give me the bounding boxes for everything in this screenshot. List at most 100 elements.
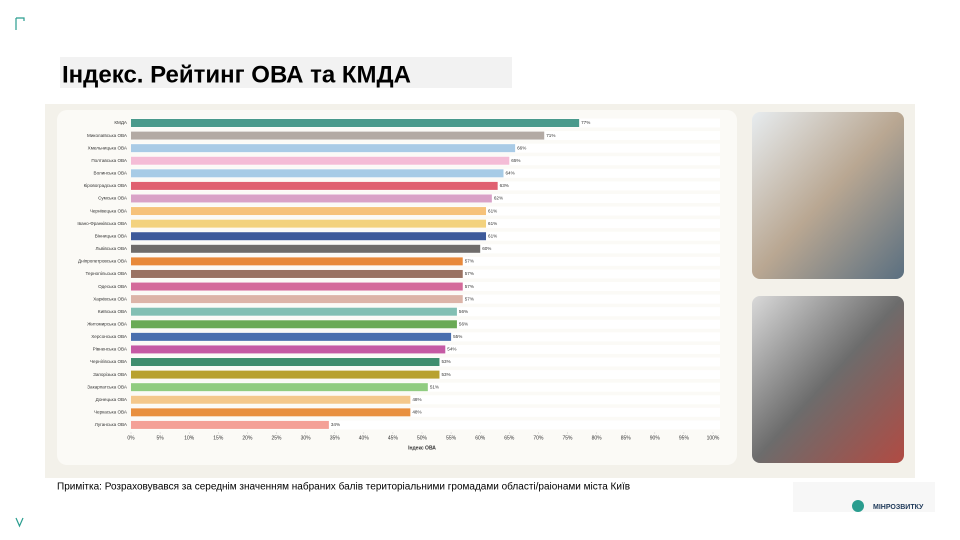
x-tick-label: 85% [621,435,632,441]
category-label: Івано-Франківська ОВА [77,221,128,226]
category-label: Вінницька ОВА [95,233,128,238]
bar [131,295,463,304]
value-label: 48% [412,410,421,415]
bar [131,219,487,228]
photo [752,296,904,463]
category-label: Одеська ОВА [98,284,128,289]
x-tick-label: 50% [417,435,428,441]
value-label: 62% [494,196,503,201]
logo-icon [852,500,864,512]
category-label: Полтавська ОВА [91,158,128,163]
x-tick-label: 75% [562,435,573,441]
logo-box [793,482,935,512]
x-tick-label: 40% [359,435,370,441]
category-label: Волинська ОВА [94,171,128,176]
bar [131,207,487,216]
category-label: Чернігівська ОВА [90,359,128,364]
category-label: Херсонська ОВА [91,334,128,339]
value-label: 56% [459,309,468,314]
x-tick-label: 65% [504,435,515,441]
value-label: 56% [459,321,468,326]
value-label: 61% [488,233,497,238]
value-label: 48% [412,397,421,402]
bar [131,269,463,278]
category-label: Черкаська ОВА [94,410,128,415]
x-tick-label: 10% [184,435,195,441]
bar [131,119,580,127]
value-label: 65% [511,158,520,163]
value-label: 61% [488,221,497,226]
bar [131,131,545,140]
bar [131,194,492,203]
logo: МІНРОЗВИТКУ [873,504,924,511]
value-label: 77% [581,120,590,125]
bar [131,345,446,354]
value-label: 61% [488,208,497,213]
category-label: Тернопільська ОВА [85,271,127,276]
category-label: Запорізька ОВА [93,372,128,377]
row-track [131,420,720,430]
bar [131,408,411,417]
value-label: 55% [453,334,462,339]
category-label: Хмельницька ОВА [88,145,128,150]
category-label: Житомирська ОВА [87,321,128,326]
x-tick-label: 20% [242,435,253,441]
category-label: Сумська ОВА [98,196,128,201]
value-label: 64% [505,171,514,176]
bar [131,320,457,329]
x-tick-label: 25% [271,435,282,441]
value-label: 57% [465,296,474,301]
photo [752,112,904,279]
category-label: Закарпатська ОВА [87,384,128,389]
bar [131,144,516,153]
note-box [55,479,775,495]
x-tick-label: 90% [650,435,661,441]
note: Примітка: Розраховувався за середнім зна… [57,481,630,493]
category-label: Дніпропетровська ОВА [78,259,128,264]
x-tick-label: 35% [330,435,341,441]
value-label: 60% [482,246,491,251]
value-label: 51% [430,384,439,389]
bar [131,169,504,178]
bar [131,370,440,379]
value-label: 66% [517,145,526,150]
x-tick-label: 0% [127,435,135,441]
bar [131,181,498,190]
category-label: Чернівецька ОВА [90,208,128,213]
x-tick-label: 15% [213,435,224,441]
row-track [131,395,720,405]
value-label: 54% [447,347,456,352]
title-box [60,57,512,88]
x-tick-label: 45% [388,435,399,441]
category-label: Миколаївська ОВА [87,133,128,138]
value-label: 57% [465,271,474,276]
x-tick-label: 55% [446,435,457,441]
bar [131,332,452,341]
row-track [131,407,720,417]
slide-title: Індекс. Рейтинг ОВА та КМДА [62,61,411,88]
x-tick-label: 80% [592,435,603,441]
bar [131,232,487,241]
value-label: 34% [331,422,340,427]
corner-mark [15,517,24,528]
bar [131,244,481,253]
bar [131,383,428,392]
category-label: Харківська ОВА [93,296,128,301]
category-label: КМДА [114,120,128,125]
bar [131,156,510,165]
category-label: Київська ОВА [98,309,128,314]
bar [131,257,463,266]
bar [131,420,329,429]
category-label: Рівненська ОВА [93,347,128,352]
corner-mark [15,17,25,30]
bar [131,282,463,291]
x-tick-label: 95% [679,435,690,441]
category-label: Львівська ОВА [96,246,128,251]
value-label: 71% [546,133,555,138]
bar [131,395,411,404]
category-label: Кіровоградська ОВА [84,183,128,188]
category-label: Луганська ОВА [95,422,128,427]
x-tick-label: 5% [156,435,164,441]
value-label: 57% [465,284,474,289]
